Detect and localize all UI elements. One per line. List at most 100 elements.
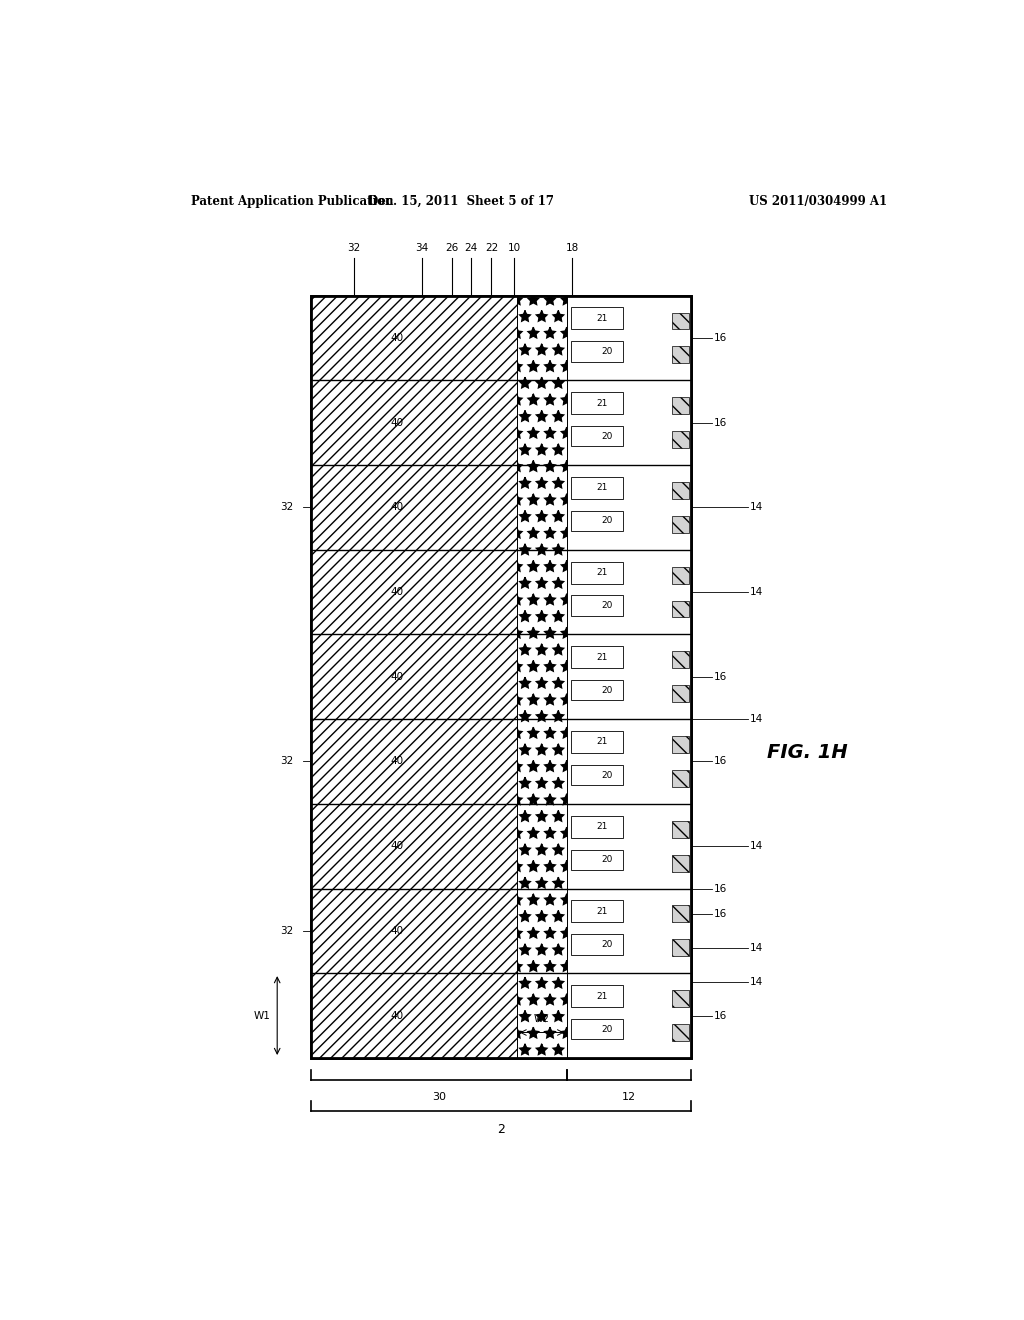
Bar bbox=[672, 990, 689, 1007]
Text: 40: 40 bbox=[390, 841, 403, 851]
Text: Patent Application Publication: Patent Application Publication bbox=[191, 194, 394, 207]
Bar bbox=[517, 549, 567, 635]
Text: 16: 16 bbox=[714, 1011, 727, 1020]
Bar bbox=[567, 804, 691, 888]
Bar bbox=[672, 821, 689, 838]
Text: 21: 21 bbox=[596, 314, 607, 323]
Bar bbox=[672, 906, 689, 923]
Bar bbox=[517, 719, 567, 804]
Text: 21: 21 bbox=[596, 653, 607, 661]
Text: 24: 24 bbox=[464, 243, 477, 253]
Bar bbox=[310, 804, 517, 888]
Bar bbox=[517, 380, 567, 465]
Text: 22: 22 bbox=[484, 243, 498, 253]
Bar bbox=[672, 346, 689, 363]
Bar bbox=[570, 1019, 624, 1039]
Text: 21: 21 bbox=[596, 483, 607, 492]
Text: FIG. 1H: FIG. 1H bbox=[767, 743, 848, 763]
Bar bbox=[672, 601, 689, 618]
Bar bbox=[310, 888, 517, 973]
Text: 2: 2 bbox=[497, 1123, 505, 1137]
Bar bbox=[567, 549, 691, 635]
Bar bbox=[672, 482, 689, 499]
Text: 14: 14 bbox=[750, 503, 763, 512]
Text: 16: 16 bbox=[714, 417, 727, 428]
Text: 14: 14 bbox=[750, 977, 763, 986]
Text: 20: 20 bbox=[601, 347, 612, 356]
Bar bbox=[672, 1024, 689, 1041]
Bar bbox=[672, 651, 689, 668]
Text: 18: 18 bbox=[566, 243, 579, 253]
Text: 40: 40 bbox=[390, 587, 403, 597]
Bar bbox=[310, 635, 517, 719]
Text: 20: 20 bbox=[601, 516, 612, 525]
Text: 12: 12 bbox=[623, 1093, 636, 1102]
Text: 26: 26 bbox=[445, 243, 459, 253]
Text: 16: 16 bbox=[714, 672, 727, 681]
Bar bbox=[570, 392, 624, 414]
Bar bbox=[310, 973, 517, 1057]
Bar bbox=[570, 342, 624, 362]
Bar bbox=[567, 465, 691, 549]
Bar bbox=[672, 566, 689, 583]
Bar bbox=[517, 296, 567, 380]
Bar bbox=[570, 647, 624, 668]
Bar bbox=[567, 635, 691, 719]
Bar bbox=[567, 380, 691, 465]
Bar bbox=[570, 477, 624, 499]
Text: 20: 20 bbox=[601, 601, 612, 610]
Text: 21: 21 bbox=[596, 568, 607, 577]
Text: W1: W1 bbox=[254, 1011, 270, 1020]
Bar bbox=[570, 816, 624, 838]
Text: 21: 21 bbox=[596, 907, 607, 916]
Text: Dec. 15, 2011  Sheet 5 of 17: Dec. 15, 2011 Sheet 5 of 17 bbox=[369, 194, 554, 207]
Text: 20: 20 bbox=[601, 771, 612, 780]
Bar bbox=[672, 940, 689, 956]
Bar bbox=[570, 680, 624, 701]
Bar bbox=[672, 313, 689, 330]
Text: 32: 32 bbox=[280, 925, 293, 936]
Text: 20: 20 bbox=[601, 940, 612, 949]
Bar bbox=[672, 432, 689, 447]
Bar bbox=[672, 737, 689, 752]
Text: 16: 16 bbox=[714, 333, 727, 343]
Bar bbox=[310, 380, 517, 465]
Text: US 2011/0304999 A1: US 2011/0304999 A1 bbox=[750, 194, 888, 207]
Text: 20: 20 bbox=[601, 686, 612, 694]
Text: 21: 21 bbox=[596, 822, 607, 832]
Bar bbox=[570, 511, 624, 531]
Text: 16: 16 bbox=[714, 883, 727, 894]
Bar bbox=[567, 973, 691, 1057]
Bar bbox=[517, 635, 567, 719]
Bar bbox=[570, 935, 624, 954]
Text: 10: 10 bbox=[508, 243, 521, 253]
Text: 32: 32 bbox=[280, 503, 293, 512]
Text: 21: 21 bbox=[596, 738, 607, 747]
Bar bbox=[672, 516, 689, 533]
Text: 16: 16 bbox=[714, 756, 727, 767]
Bar bbox=[517, 973, 567, 1057]
Text: 32: 32 bbox=[347, 243, 360, 253]
Text: 40: 40 bbox=[390, 756, 403, 767]
Bar bbox=[567, 719, 691, 804]
Bar bbox=[517, 465, 567, 549]
Bar bbox=[310, 549, 517, 635]
Bar bbox=[567, 296, 691, 380]
Bar bbox=[570, 985, 624, 1007]
Text: 14: 14 bbox=[750, 942, 763, 953]
Bar bbox=[672, 770, 689, 787]
Bar bbox=[672, 685, 689, 702]
Text: 20: 20 bbox=[601, 1024, 612, 1034]
Text: 21: 21 bbox=[596, 399, 607, 408]
Bar bbox=[570, 850, 624, 870]
Text: 21: 21 bbox=[596, 991, 607, 1001]
Bar bbox=[570, 731, 624, 752]
Text: 40: 40 bbox=[390, 333, 403, 343]
Text: 34: 34 bbox=[415, 243, 428, 253]
Text: 20: 20 bbox=[601, 432, 612, 441]
Bar bbox=[517, 888, 567, 973]
Bar bbox=[570, 595, 624, 616]
Bar bbox=[310, 296, 517, 380]
Text: 40: 40 bbox=[390, 503, 403, 512]
Bar bbox=[310, 296, 691, 1057]
